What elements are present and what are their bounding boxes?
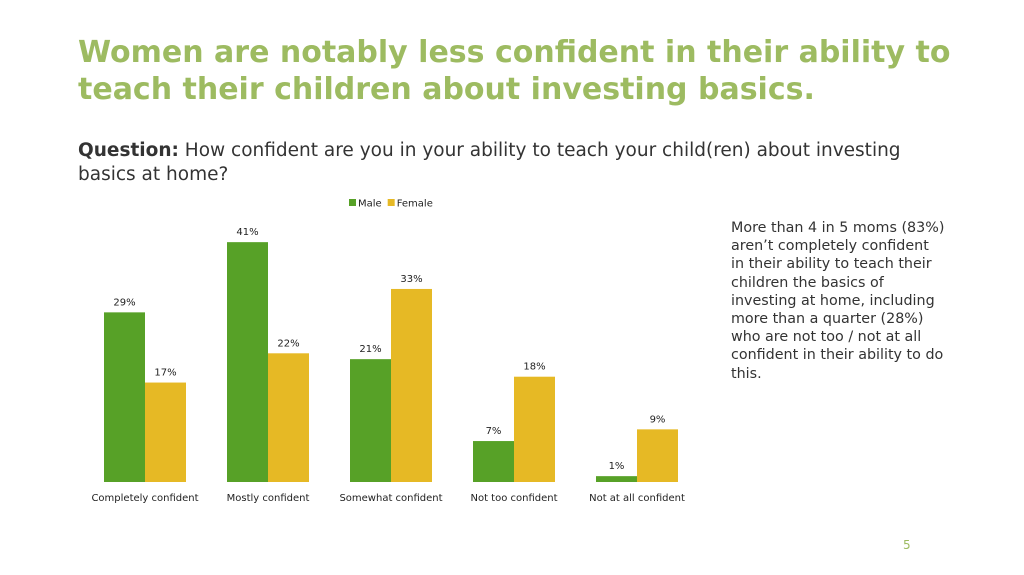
bar-female [268,353,309,482]
data-label-male: 29% [113,297,135,308]
chart-insight-note: More than 4 in 5 moms (83%) aren’t compl… [731,220,945,382]
category-label: Mostly confident [227,493,310,504]
bar-female [145,382,186,482]
bar-male [596,476,637,482]
question-body: How confident are you in your ability to… [78,140,901,185]
legend-label-male: Male [358,199,382,210]
bar-female [391,288,432,482]
legend-swatch-female [387,199,395,206]
bar-male [227,242,268,482]
data-label-female: 18% [523,362,545,373]
legend-swatch-male [349,199,356,206]
bar-male [350,359,391,482]
category-label: Not too confident [470,493,557,504]
bar-male [473,441,514,482]
category-label: Not at all confident [589,493,685,504]
data-label-male: 1% [609,461,625,472]
data-label-male: 21% [359,344,381,355]
data-label-female: 9% [650,414,666,425]
data-label-male: 41% [236,227,258,238]
data-label-female: 22% [277,338,299,349]
category-label: Completely confident [91,493,198,504]
bar-female [637,429,678,482]
bar-female [514,376,555,482]
question-text: Question: How confident are you in your … [78,139,948,187]
slide-title: Women are notably less confident in thei… [78,35,951,107]
category-label: Somewhat confident [339,493,442,504]
data-label-female: 33% [400,274,422,285]
page-number: 5 [903,538,911,552]
question-label: Question: [78,140,179,161]
legend-label-female: Female [397,199,433,210]
bar-male [104,312,145,482]
data-label-female: 17% [154,368,176,379]
data-label-male: 7% [486,426,502,437]
